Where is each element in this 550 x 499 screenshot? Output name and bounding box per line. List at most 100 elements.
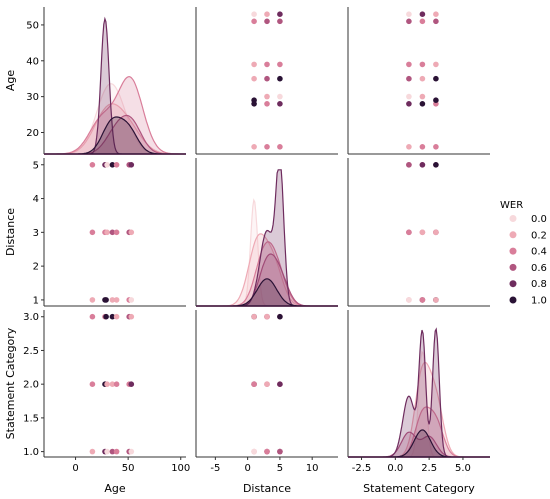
- panel-distance-vs-distance: [195, 158, 338, 307]
- data-point: [406, 297, 412, 303]
- x-tick-label: 5: [277, 463, 283, 474]
- data-point: [113, 229, 120, 236]
- data-point: [109, 297, 116, 303]
- data-point: [109, 448, 116, 455]
- panel-statement-category-vs-statement-category: -2.5 0.0 2.5 5.0 Statement Category: [347, 310, 490, 495]
- data-point: [433, 18, 439, 25]
- data-point: [251, 313, 257, 320]
- data-point: [109, 313, 116, 320]
- panel-age-vs-statement-category: [347, 7, 490, 155]
- data-point: [104, 381, 110, 388]
- data-point: [264, 93, 270, 100]
- data-point: [264, 313, 270, 320]
- data-point: [251, 144, 257, 150]
- data-point: [419, 101, 426, 107]
- data-point: [406, 144, 412, 150]
- data-point: [104, 162, 110, 168]
- data-point: [277, 11, 283, 17]
- data-point: [277, 61, 283, 68]
- y-axis-label: Age: [4, 70, 17, 92]
- y-tick-label: 30: [26, 92, 39, 103]
- data-point: [109, 162, 116, 168]
- data-point: [406, 11, 412, 17]
- data-point: [433, 144, 439, 150]
- data-point: [251, 75, 257, 82]
- legend-label: 0.4: [531, 247, 547, 258]
- data-point: [406, 162, 412, 168]
- data-point: [419, 75, 426, 82]
- data-point: [433, 229, 439, 236]
- data-point: [113, 448, 120, 455]
- y-tick-label: 4: [33, 194, 39, 205]
- legend-label: 1.0: [531, 296, 547, 307]
- data-point: [277, 93, 283, 100]
- data-point: [406, 61, 412, 68]
- data-point: [433, 162, 439, 168]
- x-axis-label: Statement Category: [363, 482, 475, 495]
- legend: WER 0.0 0.2 0.4 0.6 0.8 1.0: [500, 200, 547, 307]
- x-tick-label: 10: [306, 463, 319, 474]
- data-point: [89, 448, 96, 455]
- y-tick-label: 2.0: [23, 380, 39, 391]
- data-point: [128, 297, 135, 303]
- y-tick-label: 5: [33, 160, 39, 171]
- data-point: [264, 11, 270, 17]
- y-tick-label: 40: [26, 56, 39, 67]
- data-point: [128, 229, 135, 236]
- density-wer-1.0: [44, 116, 186, 155]
- legend-marker: [509, 247, 517, 255]
- data-point: [128, 313, 135, 320]
- panel-age-vs-distance: [195, 7, 338, 155]
- x-tick-label: 5.0: [455, 463, 471, 474]
- panel-distance-vs-statement-category: [347, 158, 490, 307]
- data-point: [113, 313, 120, 320]
- data-point: [277, 381, 283, 388]
- density-wer-1.0: [348, 429, 490, 458]
- data-point: [103, 313, 109, 320]
- data-point: [264, 101, 270, 107]
- data-point: [277, 75, 283, 82]
- x-tick-label: 100: [171, 463, 190, 474]
- density-wer-0.4: [44, 75, 186, 155]
- panel-distance-vs-age: 1 2 3 4 5 Distance: [4, 158, 186, 307]
- y-tick-label: 50: [26, 20, 39, 31]
- data-point: [406, 229, 412, 236]
- data-point: [406, 101, 412, 107]
- data-point: [113, 297, 120, 303]
- data-point: [128, 381, 135, 388]
- y-tick-label: 2: [33, 262, 39, 273]
- data-point: [433, 11, 439, 17]
- x-tick-label: -5: [210, 463, 220, 474]
- y-tick-label: 2.5: [23, 346, 39, 357]
- y-tick-label: 1.5: [23, 413, 39, 424]
- data-point: [419, 61, 426, 68]
- legend-label: 0.0: [531, 214, 547, 225]
- data-point: [406, 75, 412, 82]
- data-point: [264, 61, 270, 68]
- x-tick-label: -2.5: [352, 463, 372, 474]
- data-point: [89, 229, 96, 236]
- data-point: [89, 297, 96, 303]
- data-point: [433, 61, 439, 68]
- data-point: [264, 381, 270, 388]
- panel-age-vs-age: 20 30 40 50 Age: [4, 7, 186, 155]
- data-point: [89, 313, 96, 320]
- data-point: [89, 381, 96, 388]
- legend-label: 0.2: [531, 230, 547, 241]
- legend-marker: [509, 263, 517, 271]
- data-point: [406, 18, 412, 25]
- x-tick-label: 0: [72, 463, 78, 474]
- data-point: [419, 162, 426, 168]
- data-point: [128, 162, 135, 168]
- data-point: [277, 18, 283, 25]
- data-point: [419, 297, 426, 303]
- y-tick-label: 3.0: [23, 312, 39, 323]
- data-point: [433, 297, 439, 303]
- data-point: [264, 448, 270, 455]
- density-wer-1.0: [196, 278, 338, 307]
- data-point: [251, 61, 257, 68]
- data-point: [277, 144, 283, 150]
- data-point: [89, 162, 96, 168]
- data-point: [251, 11, 257, 17]
- data-point: [109, 229, 116, 236]
